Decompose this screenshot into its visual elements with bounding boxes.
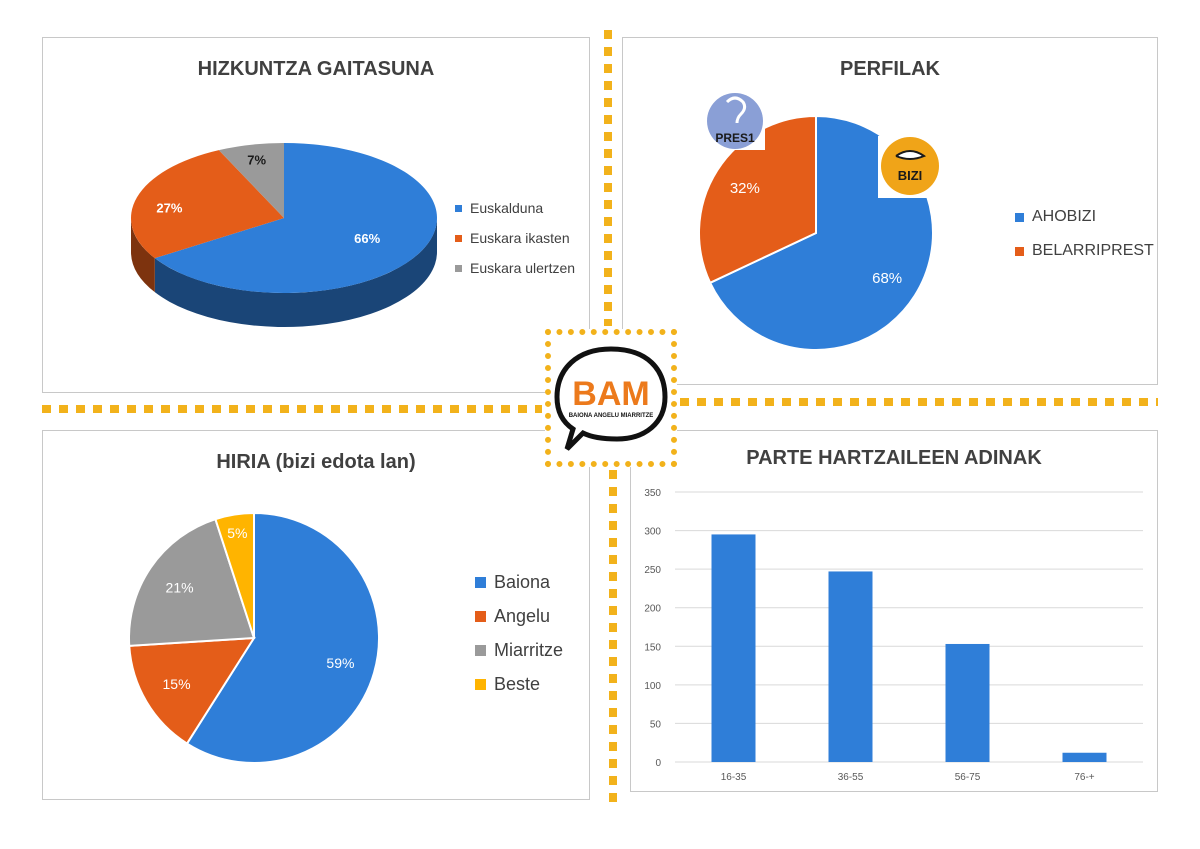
legend-item: Baiona [475,572,563,593]
legend-label: Euskalduna [470,200,544,216]
divider-bottom [609,470,617,810]
legend-label: AHOBIZI [1032,208,1097,225]
bar [828,571,873,762]
bar [711,534,756,762]
pie-data-label: 68% [872,270,902,287]
legend-swatch [1015,212,1024,222]
logo-box: BAM BAIONA ANGELU MIARRITZE [545,329,677,467]
y-tick-label: 300 [644,527,661,538]
legend-perfilak: AHOBIZI BELARRIPREST [1015,208,1154,260]
y-tick-label: 0 [655,758,661,769]
bar-chart-adinak: 0 50 100 150 200 250 300 350 16-35 36-55 56-75 76-+ [644,488,1143,783]
legend-swatch [1015,246,1024,256]
legend-item: Miarritze [475,640,563,661]
legend-swatch [455,234,462,242]
legend-item: Beste [475,674,563,695]
panel-hiria: HIRIA (bizi edotа lan) 59% 15% 21% 5% Baion… [42,430,590,800]
y-tick-label: 50 [650,719,662,730]
x-tick-label: 16-35 [721,772,747,783]
pie-chart-hizkuntza: 66% 27% 7% [131,143,438,328]
legend-swatch [475,611,486,622]
legend-swatch [455,264,462,272]
divider-top [604,30,612,326]
y-tick-label: 150 [644,642,661,653]
panel-adinak: PARTE HARTZAILEEN ADINAK 0 50 100 150 200 250… [630,430,1158,792]
x-tick-label: 36-55 [838,772,864,783]
chart-title-adinak: PARTE HARTZAILEEN ADINAK [746,447,1042,469]
logo-text: BAM [572,375,649,413]
legend-label: Angelu [494,606,551,626]
pie-chart-hiria: 59% 15% 21% 5% [128,511,380,764]
bar [1062,752,1107,762]
legend-label: Baiona [494,572,551,592]
x-tick-label: 56-75 [955,772,981,783]
legend-item: Euskara ulertzen [455,260,575,276]
divider-right [680,398,1158,406]
logo-subtitle: BAIONA ANGELU MIARRITZE [569,413,654,419]
legend-swatch [455,204,462,212]
y-tick-label: 200 [644,604,661,615]
x-tick-label: 76-+ [1074,772,1094,783]
legend-label: BELARRIPREST [1032,242,1154,259]
legend-item: BELARRIPREST [1015,242,1154,260]
pie-slice [128,636,256,745]
legend-item: AHOBIZI [1015,208,1154,226]
y-tick-label: 100 [644,681,661,692]
legend-swatch [475,645,486,656]
pie-slice [154,143,438,294]
pie-data-label: 21% [166,579,194,595]
logo-speech-bubble-icon: BAM BAIONA ANGELU MIARRITZE [554,346,668,451]
pie-data-label: 27% [156,201,182,216]
chart-title-perfilak: PERFILAK [840,58,940,80]
legend-hiria: Baiona Angelu Miarritze Beste [475,572,563,695]
belarriprest-badge: PRES1 [705,90,765,150]
pie-data-label: 59% [326,655,354,671]
chart-title-hiria: HIRIA (bizi edotа lan) [216,451,416,473]
legend-item: Euskalduna [455,200,575,216]
legend-swatch [475,577,486,588]
panel-perfilak: PERFILAK 68% 32% PRES1 BIZI AHOBIZI BELAR… [622,37,1158,385]
pie-chart-perfilak: 68% 32% PRES1 BIZI [698,90,940,351]
pie-side-wall [154,218,438,328]
legend-item: Euskara ikasten [455,230,575,246]
panel-hizkuntza: HIZKUNTZA GAITASUNA 66% 27% 7% Euskalduna … [42,37,590,393]
legend-label: Miarritze [494,640,564,660]
pie-slice [218,143,284,218]
pie-slice [185,511,380,764]
pie-data-label: 15% [163,676,191,692]
pie-data-label: 7% [247,152,266,167]
legend-label: Euskara ulertzen [470,260,576,276]
bar [945,643,990,762]
legend-item: Angelu [475,606,563,627]
pie-data-label: 5% [227,525,247,541]
y-tick-label: 350 [644,488,661,499]
aho-badge-text: BIZI [898,168,923,183]
legend-label: Beste [494,674,541,694]
legend-hizkuntza: Euskalduna Euskara ikasten Euskara ulert… [455,200,575,276]
y-tick-label: 250 [644,565,661,576]
belarri-badge-text: PRES1 [715,131,755,145]
pie-data-label: 66% [354,231,380,246]
legend-label: Euskara ikasten [470,230,570,246]
pie-slice [214,511,255,639]
pie-slice [128,517,256,647]
pie-slice [698,114,817,285]
pie-side-wall [131,218,155,293]
chart-title-hizkuntza: HIZKUNTZA GAITASUNA [197,58,435,80]
divider-left [42,405,542,413]
legend-swatch [475,679,486,690]
ahobizi-badge: BIZI [878,136,940,198]
pie-data-label: 32% [730,180,760,197]
pie-slice [131,150,284,259]
